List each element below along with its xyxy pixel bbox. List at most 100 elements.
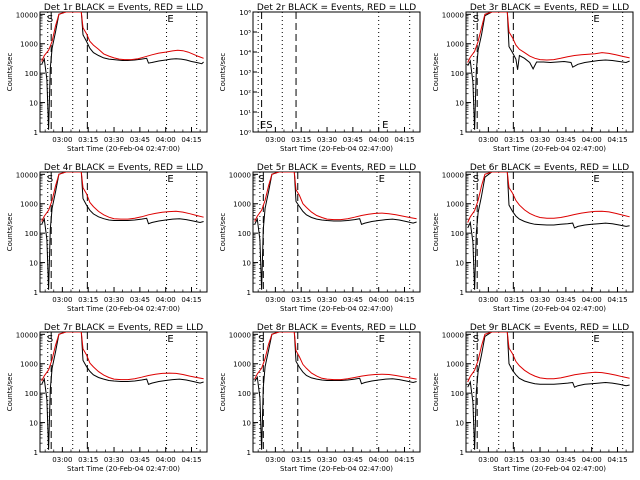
x-tick-label: 03:00	[478, 296, 498, 304]
x-tick-label: 03:00	[265, 456, 285, 464]
x-tick-label: 03:30	[104, 136, 124, 144]
y-tick-label: 10	[455, 260, 464, 268]
x-tick-label: 04:00	[582, 136, 602, 144]
plot-frame	[39, 11, 208, 133]
series-lld-line	[467, 12, 630, 63]
plot-frame	[252, 11, 421, 133]
y-tick-label: 10¹	[239, 109, 251, 117]
chart-title: Det 7r BLACK = Events, RED = LLD	[44, 323, 203, 333]
chart-panel-7: Det 7r BLACK = Events, RED = LLD 1 10 100 10…	[6, 323, 208, 473]
y-tick-label: 100	[25, 390, 38, 398]
chart-title: Det 4r BLACK = Events, RED = LLD	[44, 163, 203, 173]
x-tick-label: 03:15	[78, 456, 98, 464]
x-tick-label: 03:15	[504, 296, 524, 304]
chart-title: Det 1r BLACK = Events, RED = LLD	[44, 3, 203, 13]
x-tick-label: 04:00	[582, 456, 602, 464]
series-lld-line	[41, 332, 204, 382]
event-marker: E	[167, 334, 173, 345]
event-marker: ES	[260, 120, 273, 131]
y-axis-label: Counts/sec	[219, 213, 227, 252]
y-axis-label: Counts/sec	[219, 373, 227, 412]
x-tick-label: 04:00	[369, 136, 389, 144]
x-tick-label: 03:00	[52, 296, 72, 304]
series-events-line	[41, 12, 204, 130]
y-tick-label: 1	[34, 449, 38, 457]
x-tick-label: 04:00	[369, 296, 389, 304]
plot-frame	[465, 171, 634, 293]
series-events-line	[467, 172, 630, 290]
event-marker: S	[473, 174, 479, 185]
chart-title: Det 6r BLACK = Events, RED = LLD	[470, 163, 629, 173]
chart-panel-6: Det 6r BLACK = Events, RED = LLD 1 10 100 10…	[432, 163, 634, 313]
y-tick-label: 1000	[20, 41, 38, 49]
series-events-line	[41, 172, 204, 290]
y-axis-label: Counts/sec	[6, 53, 14, 92]
chart-panel-8: Det 8r BLACK = Events, RED = LLD 1 10 100 10…	[219, 323, 421, 473]
chart-title: Det 8r BLACK = Events, RED = LLD	[257, 323, 416, 333]
x-axis-label: Start Time (20-Feb-04 02:47:00)	[67, 145, 180, 153]
y-tick-label: 1	[247, 289, 251, 297]
series-lld-line	[41, 172, 204, 222]
x-tick-label: 04:15	[394, 456, 414, 464]
x-tick-label: 04:00	[582, 296, 602, 304]
series-lld-line	[254, 172, 417, 222]
x-tick-label: 04:15	[394, 296, 414, 304]
y-tick-label: 10000	[442, 11, 464, 19]
chart-panel-3: Det 3r BLACK = Events, RED = LLD 1 10 100 10…	[432, 3, 634, 153]
series-events-line	[467, 12, 630, 130]
plot-frame	[252, 171, 421, 293]
x-tick-label: 03:00	[52, 456, 72, 464]
series-lld-line	[467, 172, 630, 223]
event-marker: E	[593, 334, 599, 345]
x-tick-label: 03:00	[265, 296, 285, 304]
y-tick-label: 100	[238, 390, 251, 398]
y-tick-label: 10	[455, 100, 464, 108]
y-tick-label: 100	[451, 230, 464, 238]
y-tick-label: 1000	[20, 201, 38, 209]
x-tick-label: 03:15	[291, 456, 311, 464]
chart-panel-2: Det 2r BLACK = Events, RED = LLD 10⁰ 10¹ 10…	[219, 3, 421, 153]
x-tick-label: 04:00	[156, 136, 176, 144]
x-tick-label: 04:15	[607, 296, 627, 304]
y-tick-label: 100	[25, 230, 38, 238]
chart-panel-4: Det 4r BLACK = Events, RED = LLD 1 10 100 10…	[6, 163, 208, 313]
x-tick-label: 03:00	[478, 136, 498, 144]
y-tick-label: 10	[29, 260, 38, 268]
event-marker: S	[47, 14, 53, 25]
chart-panel-1: Det 1r BLACK = Events, RED = LLD 1 10 100 10…	[6, 3, 208, 153]
y-tick-label: 10	[242, 260, 251, 268]
series-events-line	[467, 332, 630, 450]
y-tick-label: 10000	[16, 171, 38, 179]
x-tick-label: 04:00	[156, 456, 176, 464]
x-tick-label: 03:15	[78, 136, 98, 144]
y-tick-label: 10000	[16, 331, 38, 339]
x-tick-label: 03:45	[556, 136, 576, 144]
event-marker: E	[382, 120, 388, 131]
x-tick-label: 03:15	[291, 296, 311, 304]
y-tick-label: 1000	[446, 41, 464, 49]
x-tick-label: 03:30	[317, 456, 337, 464]
y-axis-label: Counts/sec	[432, 373, 440, 412]
x-tick-label: 03:00	[265, 136, 285, 144]
chart-title: Det 2r BLACK = Events, RED = LLD	[257, 3, 416, 13]
y-tick-label: 1	[460, 449, 464, 457]
y-tick-label: 10000	[229, 171, 251, 179]
y-tick-label: 10⁰	[239, 129, 251, 137]
event-marker: S	[47, 174, 53, 185]
chart-title: Det 3r BLACK = Events, RED = LLD	[470, 3, 629, 13]
x-tick-label: 03:45	[556, 456, 576, 464]
x-tick-label: 03:45	[130, 296, 150, 304]
y-tick-label: 1	[460, 129, 464, 137]
y-tick-label: 1	[247, 449, 251, 457]
plot-frame	[465, 11, 634, 133]
x-axis-label: Start Time (20-Feb-04 02:47:00)	[493, 145, 606, 153]
y-tick-label: 1000	[233, 361, 251, 369]
y-tick-label: 1	[460, 289, 464, 297]
x-tick-label: 03:30	[317, 296, 337, 304]
series-lld-line	[41, 12, 204, 62]
series-events-line	[254, 332, 417, 450]
y-tick-label: 1000	[20, 361, 38, 369]
y-tick-label: 10000	[442, 171, 464, 179]
event-marker: S	[47, 334, 53, 345]
y-tick-label: 10²	[239, 89, 251, 97]
